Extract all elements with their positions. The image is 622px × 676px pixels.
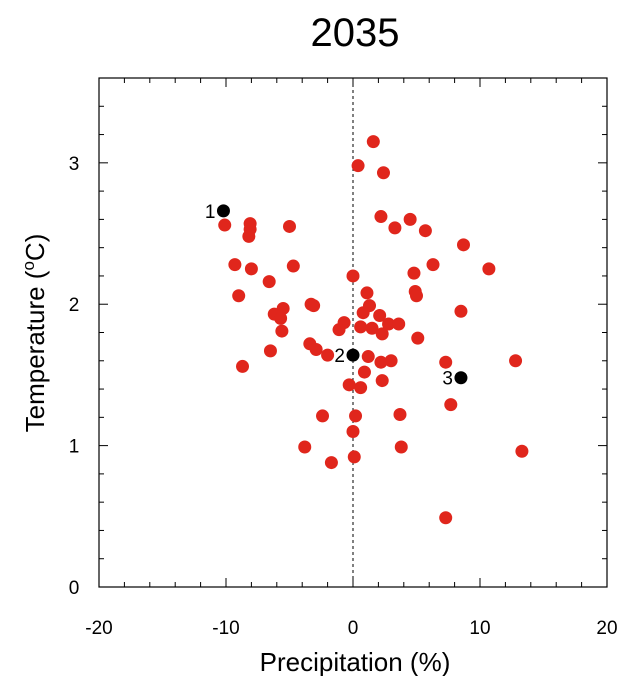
axis-tick-labels: -20 -10 0 10 20 0 1 2 3 [69,154,618,639]
scatter-point [332,323,346,337]
y-axis-label-superscript: o [19,261,38,270]
y-axis-label-main: Temperature ( [20,270,50,432]
scatter-point [346,424,360,438]
x-axis-label: Precipitation (%) [260,647,451,676]
y-tick-label: 2 [69,295,80,316]
scatter-point [439,511,453,525]
x-tick-label: 20 [596,618,617,639]
scatter-point [232,289,246,303]
scatter-point [262,275,276,289]
x-tick-label: -20 [85,618,112,639]
scatter-point [411,331,425,345]
scatter-point [515,444,529,458]
scatter-point [347,450,361,464]
scatter-point [360,286,374,300]
y-tick-label: 3 [69,154,80,175]
scatter-point [361,350,375,364]
x-tick-label: 0 [348,618,359,639]
highlight-point-label: 1 [205,202,216,223]
y-tick-label: 0 [69,578,80,599]
chart-title: 2035 [311,11,400,55]
scatter-point [349,409,363,423]
scatter-point [375,374,389,388]
axis-ticks [98,77,608,588]
scatter-point [482,262,496,276]
scatter-point [236,359,250,373]
scatter-point [286,259,300,273]
scatter-point [244,262,258,276]
scatter-point [418,224,432,238]
scatter-point [263,344,277,358]
scatter-point [392,317,406,331]
highlight-point-label: 2 [334,346,345,367]
scatter-point [393,408,407,422]
scatter-point [316,409,330,423]
y-tick-label: 1 [69,437,80,458]
scatter-point [356,306,370,320]
scatter-point [456,238,470,252]
scatter-point [366,135,380,149]
scatter-point [307,299,321,313]
scatter-point [439,355,453,369]
scatter-point [357,365,371,379]
highlight-points: 1 2 3 [205,202,468,390]
scatter-point [321,348,335,362]
y-axis-label: Temperature (oC) [19,234,50,433]
scatter-point [365,321,379,335]
scatter-point [388,221,402,235]
highlight-point [454,371,468,385]
highlight-point-label: 3 [442,369,453,390]
scatter-point [454,304,468,318]
y-axis-label-end: C) [20,234,50,261]
scatter-point [374,210,388,224]
scatter-point [275,324,289,338]
scatter-point [410,289,423,303]
scatter-point [324,456,338,470]
scatter-point [403,212,417,226]
scatter-point [228,258,242,272]
scatter-point [407,266,421,280]
scatter-point [346,269,360,283]
highlight-point [216,204,230,218]
scatter-point [426,258,440,272]
scatter-point [354,320,368,334]
scatter-point [373,309,387,323]
scatter-point [382,317,396,331]
highlight-point [346,348,360,362]
scatter-point [342,378,356,392]
scatter-point [298,440,312,454]
scatter-point [351,159,365,173]
x-tick-label: -10 [212,618,239,639]
scatter-point [375,327,389,341]
x-tick-label: 10 [469,618,490,639]
scatter-point [242,229,256,243]
scatter-point [218,218,232,232]
scatter-point [283,219,296,233]
scatter-point [444,398,458,412]
scatter-point [394,440,408,454]
scatter-point [354,381,368,395]
scatter-point [509,354,523,368]
scatter-point [309,342,323,356]
data-points [218,135,529,525]
scatter-point [376,166,390,180]
scatter-point [374,355,388,369]
scatter-point [274,311,288,325]
scatter-point [384,354,398,368]
